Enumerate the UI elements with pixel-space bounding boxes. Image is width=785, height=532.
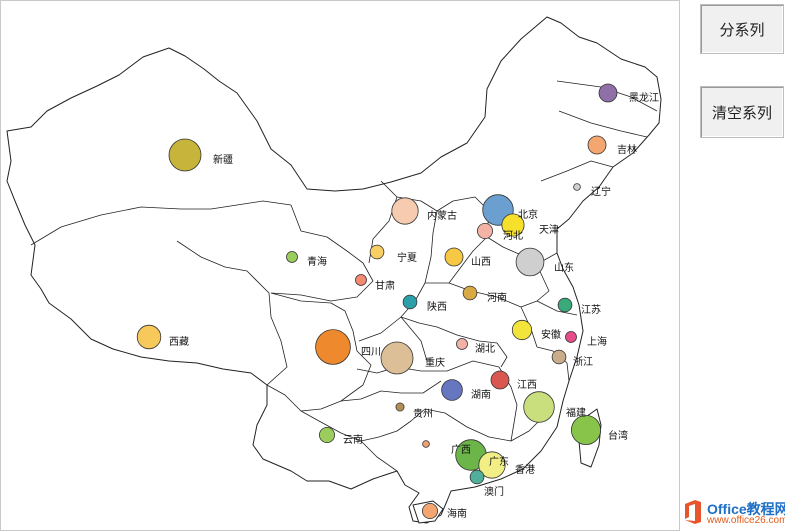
bubble-12[interactable]	[355, 274, 367, 286]
bubble-26[interactable]	[523, 391, 555, 423]
bubble-7[interactable]	[476, 222, 493, 239]
bubble-3[interactable]	[168, 138, 202, 172]
label-30: 广东	[489, 455, 509, 468]
bubble-13[interactable]	[402, 294, 418, 310]
label-11: 山东	[554, 261, 574, 274]
label-25: 贵州	[413, 407, 433, 420]
bubble-6[interactable]	[501, 213, 525, 237]
bubble-16[interactable]	[136, 324, 162, 350]
label-29: 广西	[451, 444, 471, 456]
bubble-14[interactable]	[462, 285, 478, 301]
office-logo-icon	[685, 500, 701, 524]
bubble-18[interactable]	[380, 341, 414, 375]
split-series-button[interactable]: 分系列	[700, 4, 784, 54]
logo-subtitle: www.office26.com	[707, 515, 785, 526]
bubble-31[interactable]	[478, 451, 506, 479]
label-4: 内蒙古	[427, 209, 457, 222]
bubble-28[interactable]	[318, 426, 335, 443]
label-26: 福建	[566, 406, 586, 419]
bubble-23[interactable]	[441, 379, 463, 401]
label-20: 安徽	[541, 328, 561, 341]
label-12: 甘肃	[375, 279, 395, 292]
logo-title: Office教程网	[707, 501, 785, 517]
label-9: 青海	[307, 255, 327, 268]
bubble-4[interactable]	[391, 197, 419, 225]
bubble-25[interactable]	[395, 402, 405, 412]
label-14: 河南	[487, 291, 507, 304]
label-15: 江苏	[581, 303, 601, 316]
bubble-10[interactable]	[444, 247, 464, 267]
label-13: 陕西	[427, 300, 447, 313]
country-border	[6, 16, 662, 524]
bubble-21[interactable]	[565, 331, 577, 343]
label-31: 香港	[515, 464, 535, 476]
label-5: 北京	[518, 208, 538, 221]
label-16: 西藏	[169, 336, 189, 348]
map-chart-frame: 黑龙江吉林辽宁 新疆内蒙古 北京 天津河北宁夏 青海 山西 山东甘肃陕西 河南江苏西藏四川重庆…	[0, 0, 680, 531]
label-7: 河北	[503, 230, 523, 242]
bubble-19[interactable]	[456, 338, 468, 350]
label-10: 山西	[471, 256, 491, 268]
label-27: 台湾	[608, 429, 628, 442]
bubble-8[interactable]	[369, 244, 385, 260]
bubble-1[interactable]	[587, 135, 607, 155]
bubble-33[interactable]	[421, 502, 438, 519]
label-24: 江西	[517, 379, 537, 391]
label-6: 天津	[539, 224, 559, 236]
bubble-29[interactable]	[422, 440, 430, 448]
label-19: 湖北	[475, 343, 495, 355]
bubble-series	[136, 83, 618, 519]
label-1: 吉林	[617, 143, 637, 156]
label-8: 宁夏	[397, 251, 417, 264]
label-3: 新疆	[213, 153, 233, 166]
label-21: 上海	[587, 335, 607, 348]
label-0: 黑龙江	[629, 91, 659, 104]
bubble-9[interactable]	[286, 251, 298, 263]
label-18: 重庆	[425, 356, 445, 369]
bubble-0[interactable]	[598, 83, 618, 103]
bubble-2[interactable]	[573, 183, 581, 191]
bubble-27[interactable]	[571, 414, 602, 445]
label-28: 云南	[343, 433, 363, 446]
bubble-15[interactable]	[557, 297, 573, 313]
bubble-24[interactable]	[490, 370, 510, 390]
bubble-22[interactable]	[551, 349, 567, 365]
clear-series-button[interactable]: 清空系列	[700, 86, 784, 138]
label-2: 辽宁	[591, 185, 611, 198]
label-23: 湖南	[471, 388, 491, 401]
bubble-20[interactable]	[511, 319, 533, 341]
bubble-11[interactable]	[515, 247, 545, 277]
label-22: 浙江	[573, 356, 593, 368]
province-borders	[30, 80, 658, 472]
label-33: 海南	[447, 507, 467, 520]
bubble-32[interactable]	[469, 469, 485, 485]
label-32: 澳门	[484, 485, 504, 498]
bubble-17[interactable]	[315, 329, 351, 365]
label-17: 四川	[361, 347, 381, 358]
